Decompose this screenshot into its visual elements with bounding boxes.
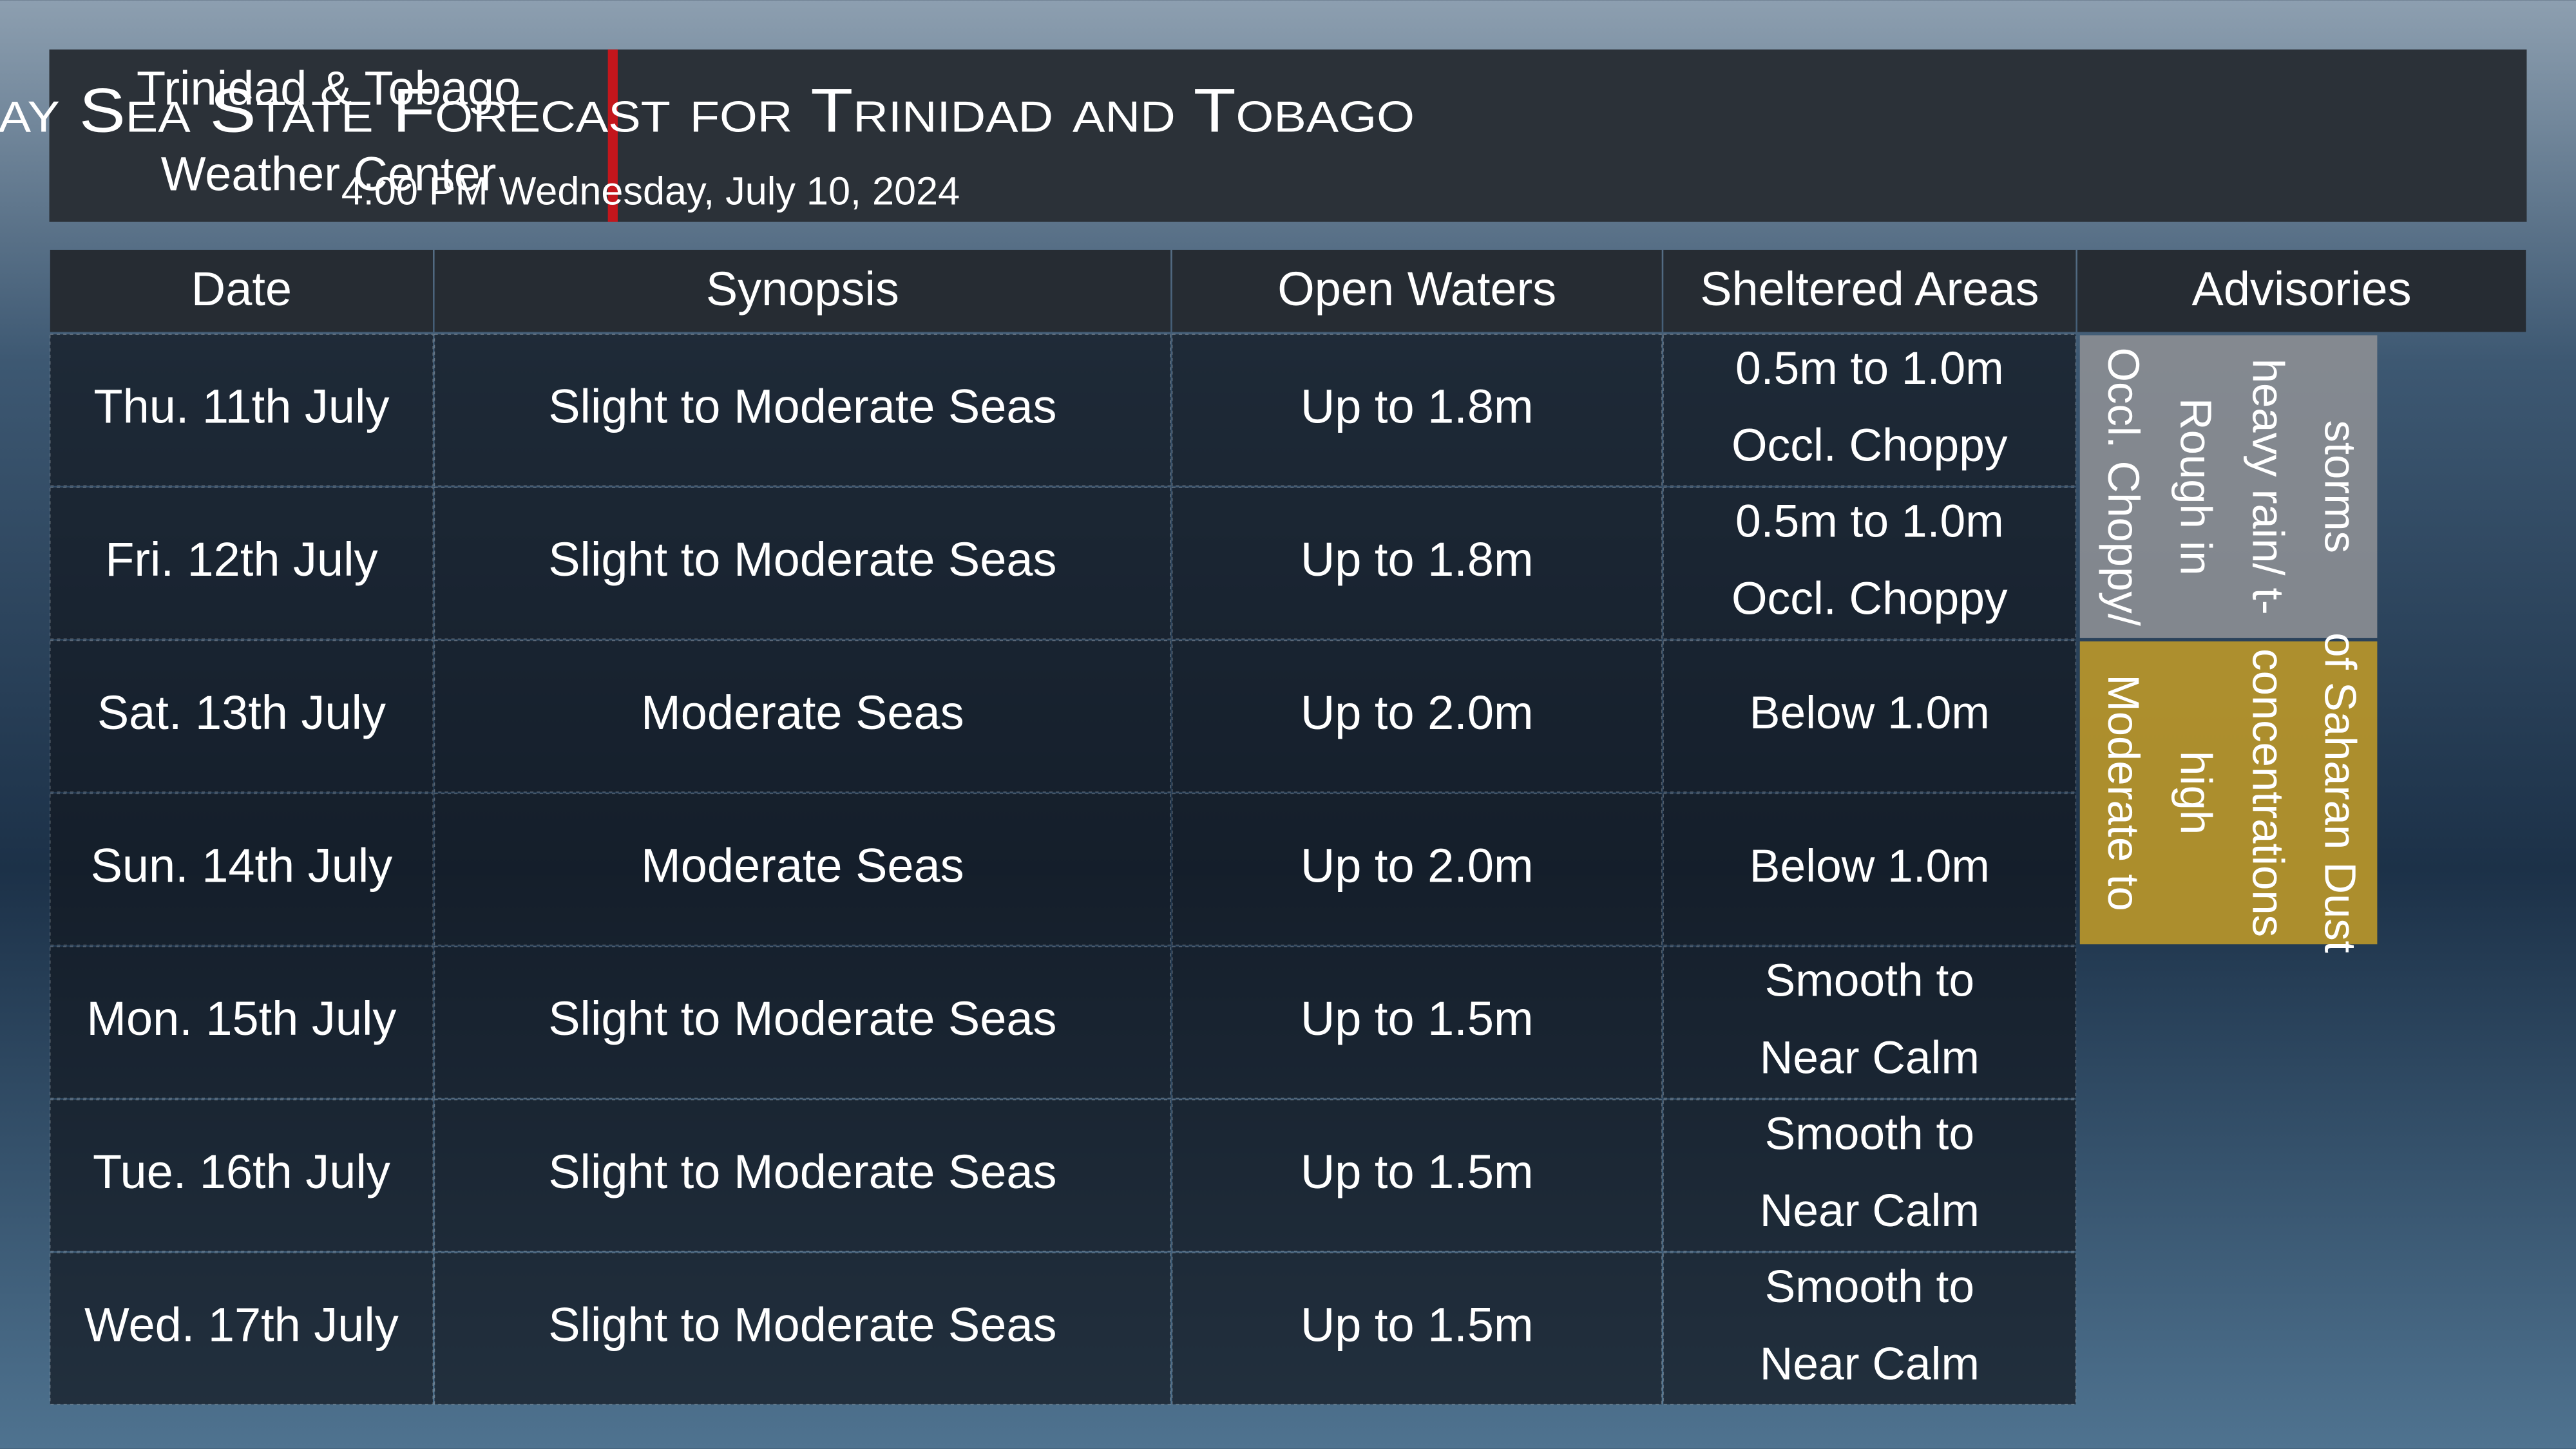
cell-text: Near Calm (1760, 1338, 1980, 1390)
cell-text: Slight to Moderate Seas (548, 1145, 1056, 1198)
table-cell (50, 639, 434, 793)
table-cell (1663, 793, 2077, 946)
advisory-cell (2079, 335, 2378, 638)
column-header-cell (50, 249, 434, 332)
advisory-line: high (2171, 751, 2220, 835)
column-header: Open Waters (1277, 262, 1556, 316)
org-name: Weather Center (161, 147, 497, 200)
table-cell (434, 946, 1171, 1099)
cell-text: Below 1.0m (1750, 840, 1990, 892)
table-cell (434, 1099, 1171, 1252)
org-name: Trinidad & Tobago (137, 62, 520, 115)
table-cell (434, 487, 1171, 639)
advisory-cell (2079, 641, 2378, 945)
cell-text: Smooth to (1765, 1108, 1974, 1159)
cell-text: Near Calm (1760, 1185, 1980, 1236)
table-cell (50, 1252, 434, 1405)
table-cell (50, 334, 434, 487)
cell-text: Tue. 16th July (93, 1145, 390, 1198)
cell-text: Slight to Moderate Seas (548, 379, 1056, 433)
advisory-line: Rough in (2171, 398, 2220, 576)
cell-text: Slight to Moderate Seas (548, 1298, 1056, 1352)
header-box (49, 49, 2527, 222)
cell-text: Up to 1.8m (1301, 379, 1534, 433)
table-cell (434, 793, 1171, 946)
table-cell (1171, 334, 1663, 487)
advisory-line: concentrations (2244, 649, 2293, 937)
cell-text: Mon. 15th July (86, 992, 396, 1045)
cell-text: 0.5m to 1.0m (1735, 343, 2004, 394)
table-cell (50, 1099, 434, 1252)
advisory-line: Occl. Choppy/ (2099, 347, 2148, 626)
table-cell (434, 334, 1171, 487)
column-header: Date (191, 262, 292, 316)
cell-text: Up to 1.5m (1301, 1145, 1534, 1198)
cell-text: Wed. 17th July (84, 1298, 399, 1352)
advisory-line: Moderate to (2099, 674, 2148, 911)
column-header-cell (1172, 249, 1662, 332)
table-cell (50, 487, 434, 639)
cell-text: Moderate Seas (641, 838, 964, 892)
table-cell (1171, 1252, 1663, 1405)
table-cell (1663, 1099, 2077, 1252)
table-cell (1663, 334, 2077, 487)
cell-text: Below 1.0m (1750, 687, 1990, 739)
table-cell (1171, 946, 1663, 1099)
advisory-text: Occl. Choppy/Rough in heavy rain/ t-storm… (2099, 347, 2365, 626)
table-cell (1171, 793, 1663, 946)
cell-text: Near Calm (1760, 1032, 1980, 1083)
header-divider (607, 49, 618, 222)
cell-text: Slight to Moderate Seas (548, 533, 1056, 586)
table-cell (1663, 487, 2077, 639)
cell-text: 0.5m to 1.0m (1735, 495, 2004, 547)
table-cell (434, 639, 1171, 793)
cell-text: Fri. 12th July (105, 533, 377, 586)
table-cell (1171, 639, 1663, 793)
issued-time: 4:00 PM Wednesday, July 10, 2024 (341, 169, 960, 213)
cell-text: Up to 1.5m (1301, 1298, 1534, 1352)
column-header-cell (2077, 249, 2526, 332)
cell-text: Moderate Seas (641, 686, 964, 739)
table-cell (50, 793, 434, 946)
cell-text: Smooth to (1765, 955, 1974, 1007)
table-cell (1663, 1252, 2077, 1405)
advisory-line: of Saharan Dust (2316, 632, 2365, 953)
cell-text: Up to 1.5m (1301, 992, 1534, 1045)
advisory-line: storms (2316, 420, 2365, 553)
table-cell (1171, 487, 1663, 639)
column-header: Sheltered Areas (1700, 262, 2039, 316)
cell-text: Sat. 13th July (97, 686, 386, 739)
table-cell (434, 1252, 1171, 1405)
column-header: Synopsis (706, 262, 899, 316)
cell-text: Thu. 11th July (93, 379, 389, 433)
cell-text: Smooth to (1765, 1261, 1974, 1312)
column-header: Advisories (2192, 262, 2412, 316)
advisory-line: heavy rain/ t- (2244, 359, 2293, 615)
title: 7-Day Sea State Forecast for Trinidad an… (0, 75, 1415, 145)
column-header-cell (434, 249, 1171, 332)
cell-text: Up to 2.0m (1301, 838, 1534, 892)
advisory-text: Moderate to high concentrations of Saharan … (2099, 632, 2365, 953)
table-cell (1171, 1099, 1663, 1252)
table-cell (1663, 946, 2077, 1099)
cell-text: Sun. 14th July (91, 838, 393, 892)
cell-text: Occl. Choppy (1732, 420, 2008, 471)
cell-text: Up to 2.0m (1301, 686, 1534, 739)
cell-text: Slight to Moderate Seas (548, 992, 1056, 1045)
cell-text: Occl. Choppy (1732, 573, 2008, 624)
column-header-cell (1663, 249, 2076, 332)
table-cell (50, 946, 434, 1099)
cell-text: Up to 1.8m (1301, 533, 1534, 586)
table-cell (1663, 639, 2077, 793)
